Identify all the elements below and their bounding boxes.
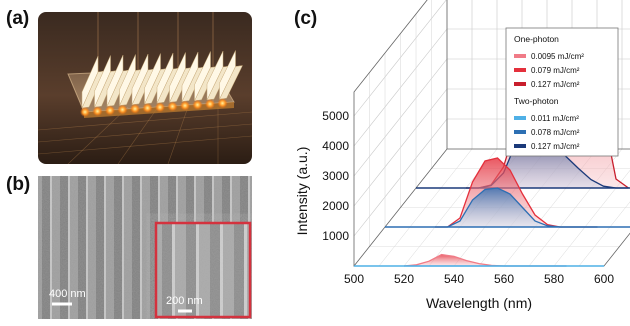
legend-entry: 0.127 mJ/cm² [531, 80, 580, 89]
emission-glow [130, 103, 140, 114]
legend-entry: 0.011 mJ/cm² [531, 114, 579, 123]
emission-glow [180, 100, 190, 111]
emission-glow [155, 102, 165, 113]
grating-ridge-top [94, 55, 111, 108]
y-tick-label: 2000 [322, 199, 349, 213]
inset-zoom [154, 221, 252, 319]
legend-group-title: One-photon [514, 34, 559, 44]
emission-spectra-chart: 500 520 540 560 580 600 1000 2000 3000 4000 5000 Wa… [292, 0, 630, 321]
y-tick-label: 4000 [322, 139, 349, 153]
y-tick-label: 1000 [322, 229, 349, 243]
emission-glow [205, 99, 215, 109]
grating-ridge-top [106, 54, 124, 107]
emission-glow [217, 98, 228, 109]
x-tick-label: 600 [594, 272, 614, 286]
scalebar-main-label: 400 nm [49, 288, 86, 300]
emission-glow [92, 106, 103, 117]
x-tick-label: 520 [394, 272, 414, 286]
emission-glow [80, 107, 90, 117]
x-tick-label: 540 [444, 272, 464, 286]
grating-ridge-top [219, 50, 236, 100]
scalebar-inset-label: 200 nm [166, 295, 203, 307]
x-tick-label: 580 [544, 272, 564, 286]
legend-entry: 0.079 mJ/cm² [531, 66, 580, 75]
sem-image-graphic: 400 nm 200 nm [38, 176, 252, 319]
grating-ridge-top [131, 53, 149, 105]
panel-c-label: (c) [294, 8, 318, 29]
grating-ridge-top [181, 51, 199, 102]
x-tick-label: 560 [494, 272, 514, 286]
y-axis-label: Intensity (a.u.) [294, 147, 310, 236]
legend-entry: 0.127 mJ/cm² [531, 142, 580, 151]
grating-ridge-top [144, 53, 161, 105]
emission-glow [117, 104, 128, 115]
legend-entry: 0.0095 mJ/cm² [531, 52, 584, 61]
grating-ridge-top [194, 51, 211, 101]
emission-glow [192, 99, 203, 110]
legend-group-title: Two-photon [514, 96, 559, 106]
emission-spectra-chart-graphic: 500 520 540 560 580 600 1000 2000 3000 4000 5000 Wa… [294, 0, 630, 311]
grating-illustration-graphic [38, 12, 252, 164]
grating-illustration [38, 12, 252, 164]
grating-ridge-top [206, 50, 224, 101]
emission-glow [105, 105, 115, 116]
x-axis-label: Wavelength (nm) [426, 295, 532, 311]
grating-ridge-top [81, 55, 99, 109]
grating-ridge-top [169, 52, 186, 103]
y-tick-label: 5000 [322, 109, 349, 123]
panel-a-label: (a) [6, 8, 30, 29]
series-area [404, 254, 567, 266]
x-tick-label: 500 [344, 272, 364, 286]
sem-image: 400 nm 200 nm [38, 176, 252, 319]
emission-glow [142, 103, 153, 113]
emission-glow [167, 101, 178, 112]
grating-ridge-top [119, 54, 136, 106]
legend: One-photon 0.0095 mJ/cm² 0.079 mJ/cm² 0.… [505, 27, 619, 157]
axis-frame [353, 0, 428, 266]
panel-b-label: (b) [6, 174, 31, 195]
y-tick-label: 3000 [322, 169, 349, 183]
grating-ridge-top [156, 52, 174, 104]
legend-entry: 0.078 mJ/cm² [531, 128, 580, 137]
